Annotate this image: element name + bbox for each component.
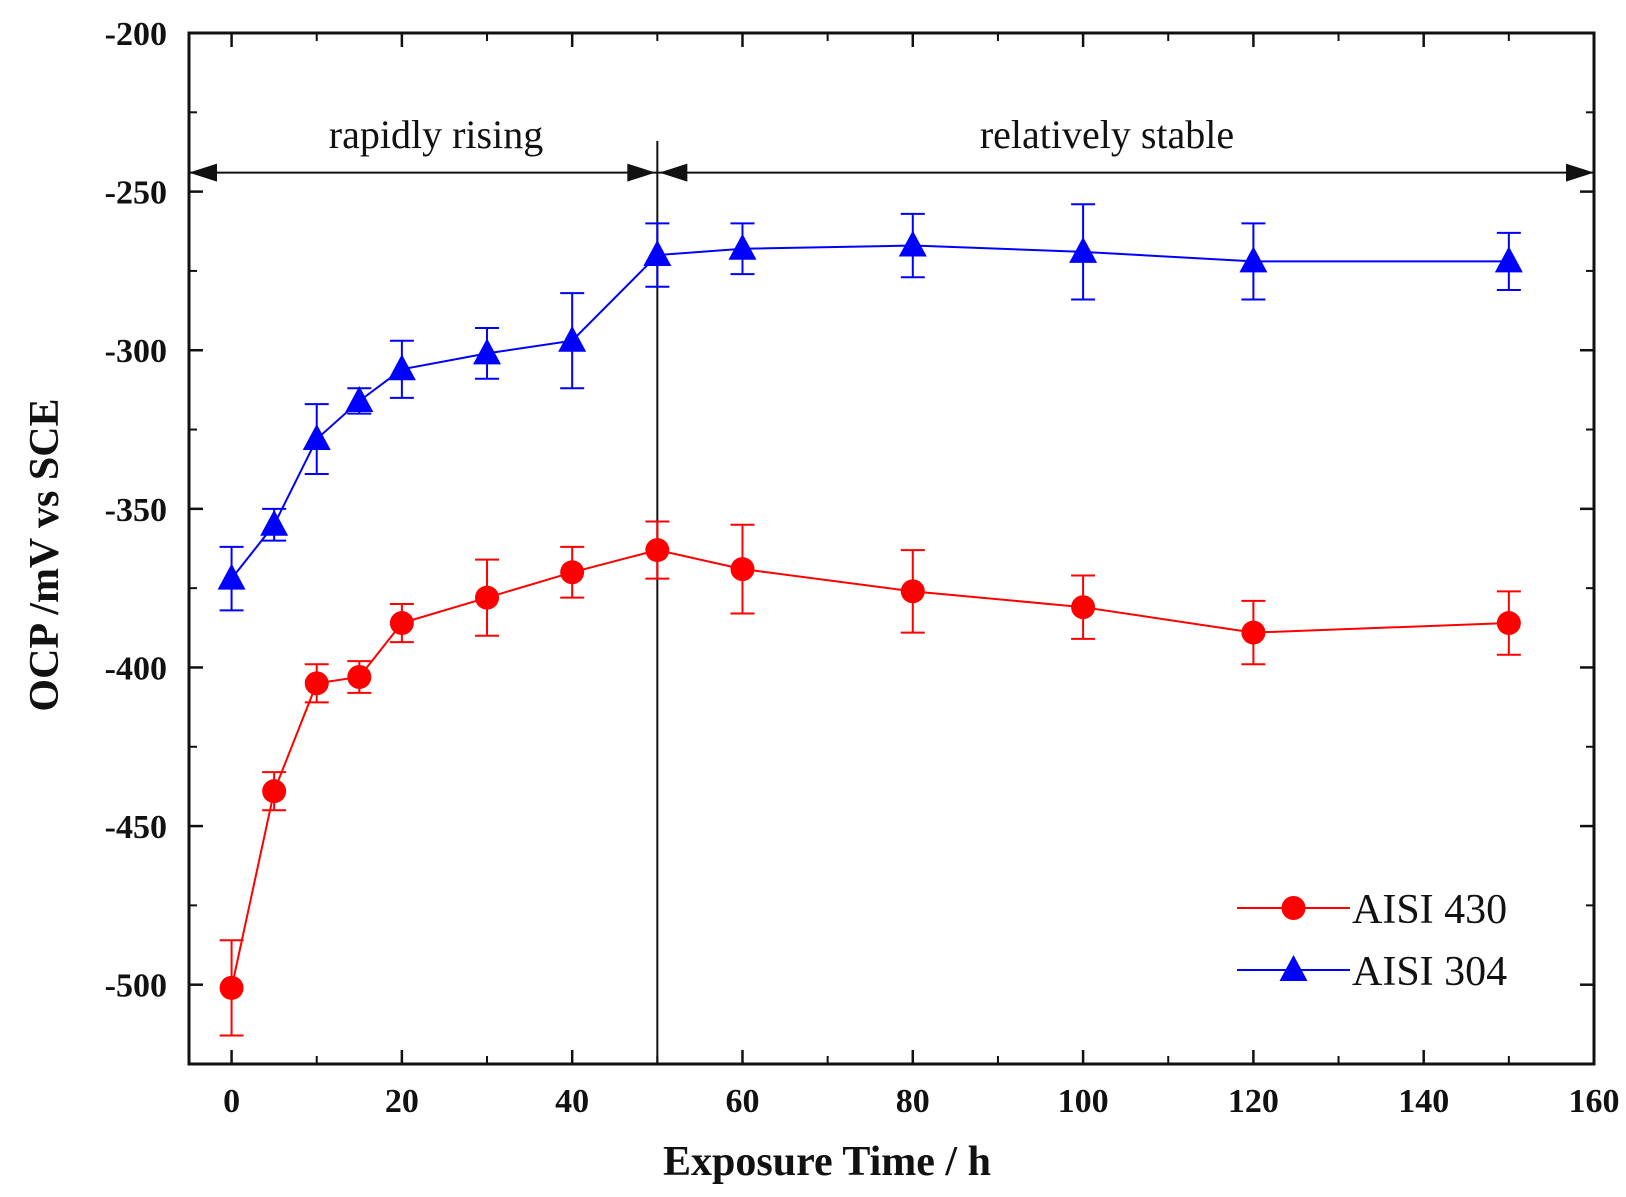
data-point-aisi-304 xyxy=(1494,246,1523,273)
x-tick-label: 20 xyxy=(385,1083,419,1120)
data-point-aisi-304 xyxy=(728,233,757,260)
data-point-aisi-430 xyxy=(1071,595,1096,620)
data-point-aisi-430 xyxy=(304,671,329,696)
x-tick-label: 80 xyxy=(896,1083,930,1120)
y-tick-label: -250 xyxy=(105,175,167,212)
data-point-aisi-304 xyxy=(643,240,672,267)
legend-marker-aisi-430 xyxy=(1281,896,1306,920)
data-point-aisi-304 xyxy=(260,509,289,536)
x-axis-label: Exposure Time / h xyxy=(663,1139,991,1185)
data-point-aisi-304 xyxy=(473,338,502,365)
data-point-aisi-430 xyxy=(1496,611,1521,636)
data-point-aisi-430 xyxy=(347,664,372,689)
y-axis-label: OCP /mV vs SCE xyxy=(22,398,68,711)
data-point-aisi-430 xyxy=(219,975,244,1000)
data-point-aisi-430 xyxy=(560,560,585,585)
arrowhead-left xyxy=(189,163,217,182)
x-tick-label: 0 xyxy=(223,1083,240,1120)
arrowhead-right xyxy=(1566,163,1594,182)
x-tick-label: 160 xyxy=(1569,1083,1620,1120)
y-tick-label: -200 xyxy=(105,16,167,53)
y-tick-label: -350 xyxy=(105,492,167,529)
x-tick-label: 120 xyxy=(1228,1083,1279,1120)
data-point-aisi-304 xyxy=(558,325,587,352)
data-point-aisi-304 xyxy=(898,230,927,257)
x-tick-label: 40 xyxy=(555,1083,589,1120)
data-point-aisi-430 xyxy=(900,579,925,604)
y-tick-label: -300 xyxy=(105,333,167,370)
arrowhead-mid-right xyxy=(659,163,688,182)
x-tick-label: 100 xyxy=(1058,1083,1109,1120)
data-point-aisi-430 xyxy=(389,611,414,636)
y-tick-label: -400 xyxy=(105,650,167,687)
data-point-aisi-430 xyxy=(730,557,755,582)
annotation-relatively-stable: relatively stable xyxy=(980,112,1234,157)
y-tick-label: -450 xyxy=(105,809,167,846)
series-line-aisi-430 xyxy=(230,549,1509,989)
data-point-aisi-304 xyxy=(1239,246,1268,273)
plot-frame xyxy=(187,31,1596,1066)
series-line-aisi-304 xyxy=(230,244,1509,580)
data-point-aisi-430 xyxy=(475,585,500,610)
x-tick-label: 60 xyxy=(725,1083,759,1120)
legend-label-aisi-430: AISI 430 xyxy=(1352,887,1507,933)
arrowhead-mid-left xyxy=(627,163,656,182)
data-point-aisi-430 xyxy=(1241,620,1266,645)
data-point-aisi-304 xyxy=(302,424,331,451)
x-tick-label: 140 xyxy=(1398,1083,1449,1120)
annotation-rapidly-rising: rapidly rising xyxy=(329,112,543,157)
legend-marker-aisi-304 xyxy=(1279,955,1308,981)
data-point-aisi-304 xyxy=(345,385,374,412)
data-point-aisi-304 xyxy=(217,563,246,590)
data-point-aisi-430 xyxy=(645,538,670,563)
y-tick-label: -500 xyxy=(105,968,167,1005)
data-point-aisi-304 xyxy=(1069,236,1098,263)
data-point-aisi-430 xyxy=(262,779,287,804)
legend-label-aisi-304: AISI 304 xyxy=(1352,949,1507,995)
data-point-aisi-304 xyxy=(387,354,416,381)
